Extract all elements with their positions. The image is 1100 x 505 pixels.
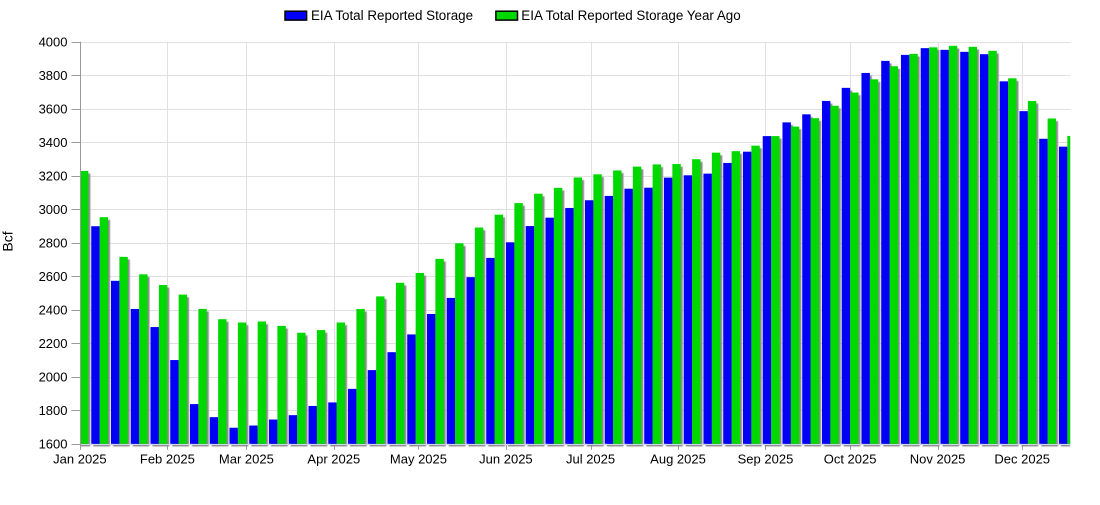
svg-text:Jan 2025: Jan 2025 xyxy=(53,452,107,467)
svg-text:3400: 3400 xyxy=(39,135,68,150)
svg-text:3200: 3200 xyxy=(39,168,68,183)
svg-text:Feb 2025: Feb 2025 xyxy=(140,452,195,467)
svg-text:Nov 2025: Nov 2025 xyxy=(910,452,966,467)
svg-text:3800: 3800 xyxy=(39,68,68,83)
svg-text:2000: 2000 xyxy=(39,369,68,384)
svg-text:4000: 4000 xyxy=(39,34,68,49)
svg-text:Jul 2025: Jul 2025 xyxy=(566,452,615,467)
svg-text:2600: 2600 xyxy=(39,269,68,284)
svg-text:EIA Total Reported Storage Yea: EIA Total Reported Storage Year Ago xyxy=(521,8,740,23)
svg-text:EIA Total Reported Storage: EIA Total Reported Storage xyxy=(311,8,473,23)
svg-text:Aug 2025: Aug 2025 xyxy=(650,452,706,467)
svg-text:Oct 2025: Oct 2025 xyxy=(824,452,877,467)
svg-text:3600: 3600 xyxy=(39,101,68,116)
svg-text:1600: 1600 xyxy=(39,436,68,451)
svg-text:2800: 2800 xyxy=(39,235,68,250)
svg-text:1800: 1800 xyxy=(39,403,68,418)
svg-text:May 2025: May 2025 xyxy=(390,452,447,467)
svg-text:Bcf: Bcf xyxy=(0,231,16,251)
svg-text:3000: 3000 xyxy=(39,202,68,217)
svg-text:Sep 2025: Sep 2025 xyxy=(738,452,794,467)
svg-text:Dec 2025: Dec 2025 xyxy=(994,452,1050,467)
svg-text:Jun 2025: Jun 2025 xyxy=(479,452,533,467)
svg-text:2200: 2200 xyxy=(39,336,68,351)
svg-text:2400: 2400 xyxy=(39,302,68,317)
svg-text:Mar 2025: Mar 2025 xyxy=(219,452,274,467)
svg-text:Apr 2025: Apr 2025 xyxy=(307,452,360,467)
